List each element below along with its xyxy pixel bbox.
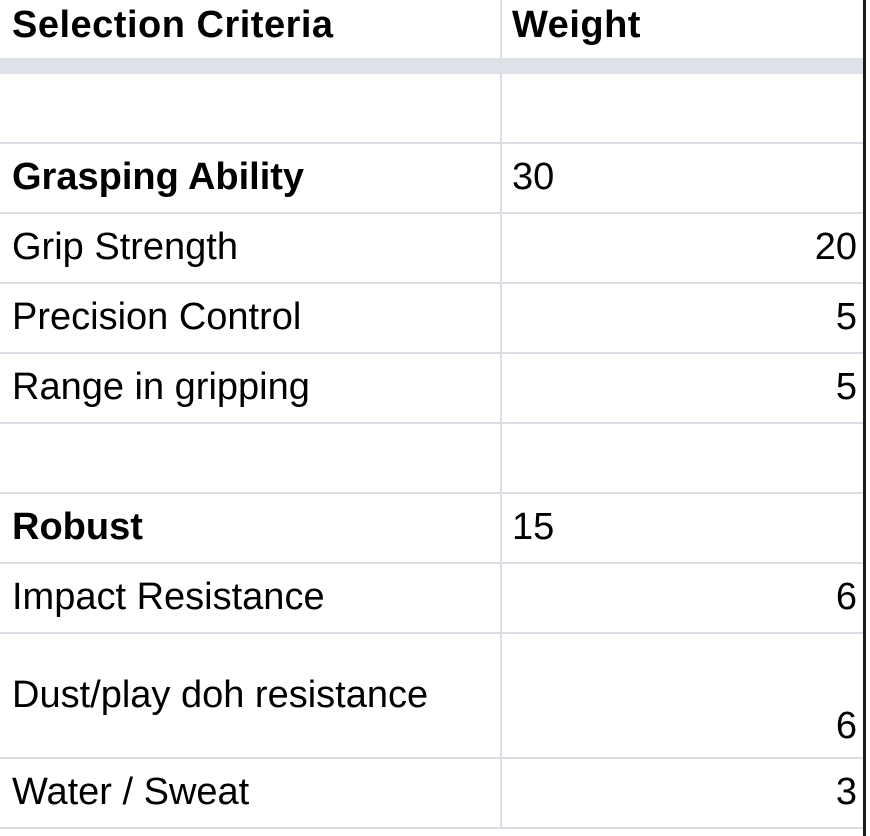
table-row: Impact Resistance 6: [0, 564, 863, 634]
table-row: Grip Strength 20: [0, 214, 863, 284]
criteria-cell[interactable]: Grasping Ability: [0, 144, 502, 212]
criteria-cell[interactable]: Grip Strength: [0, 214, 502, 282]
criteria-cell[interactable]: Robust: [0, 494, 502, 562]
weight-cell[interactable]: 3: [835, 771, 857, 814]
header-separator: [0, 58, 863, 74]
criteria-cell[interactable]: [0, 74, 502, 142]
weight-cell[interactable]: 6: [835, 576, 857, 619]
criteria-cell[interactable]: Precision Control: [0, 284, 502, 352]
table-row: Grasping Ability 30: [0, 144, 863, 214]
table-row: Dust/play doh resistance 6: [0, 634, 863, 759]
table-row: Range in gripping 5: [0, 354, 863, 424]
criteria-cell[interactable]: Water / Sweat: [0, 759, 502, 827]
weight-cell[interactable]: [502, 74, 863, 142]
table-row: [0, 424, 863, 494]
header-row: Selection Criteria Weight: [0, 0, 863, 58]
table-row: Precision Control 5: [0, 284, 863, 354]
header-cell-criteria[interactable]: Selection Criteria: [0, 0, 502, 58]
weight-cell[interactable]: 5: [835, 366, 857, 409]
weight-cell[interactable]: 5: [835, 296, 857, 339]
header-cell-weight[interactable]: Weight: [512, 4, 641, 46]
table-row: [0, 74, 863, 144]
weight-cell[interactable]: 30: [512, 156, 555, 199]
table-row: Robust 15: [0, 494, 863, 564]
weight-cell[interactable]: 15: [512, 506, 555, 549]
criteria-cell[interactable]: Impact Resistance: [0, 564, 502, 632]
weight-cell[interactable]: 6: [835, 705, 857, 748]
weight-cell[interactable]: 20: [814, 226, 857, 269]
criteria-cell[interactable]: Range in gripping: [0, 354, 502, 422]
weight-cell[interactable]: [502, 424, 863, 492]
table-row: Water / Sweat 3: [0, 759, 863, 829]
criteria-cell[interactable]: Dust/play doh resistance: [0, 634, 502, 757]
criteria-cell[interactable]: [0, 424, 502, 492]
